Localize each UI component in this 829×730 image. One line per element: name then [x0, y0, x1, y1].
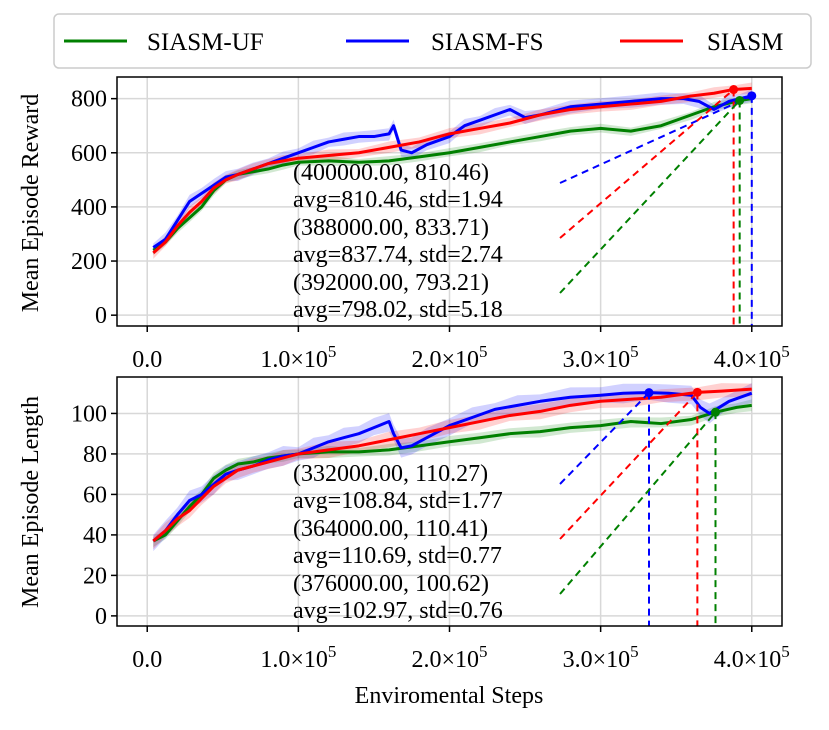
x-tick-label: 3.0×105 [563, 342, 639, 373]
reward-ylabel: Mean Episode Reward [18, 94, 44, 313]
legend: SIASM-UF SIASM-FS SIASM [53, 13, 812, 69]
annotation-siasm-stats-label: avg=110.69, std=0.77 [293, 543, 502, 569]
annotation-siasm-callout-line [559, 391, 699, 540]
y-tick-label: 100 [71, 401, 107, 427]
length-plot: (332000.00, 110.27)avg=108.84, std=1.77(… [71, 376, 790, 673]
annotation-siasm-point-label: (388000.00, 833.71) [293, 215, 489, 241]
x-tick-label: 1.0×105 [260, 342, 336, 373]
y-tick-label: 800 [71, 87, 107, 113]
legend-label-siasm-uf: SIASM-UF [147, 29, 264, 56]
annotation-siasm-callout-line [559, 88, 735, 239]
x-tick-label: 3.0×105 [563, 642, 639, 673]
line-siasm [152, 86, 752, 255]
annotation-siasm-fs-stats-label: avg=108.84, std=1.77 [293, 488, 503, 514]
annotation-siasm-uf-marker [735, 95, 745, 105]
legend-label-siasm-fs: SIASM-FS [431, 29, 544, 56]
annotation-siasm-uf-stats-label: avg=798.02, std=5.18 [293, 297, 503, 323]
line-siasm [152, 387, 752, 543]
x-tick-label: 0.0 [132, 647, 162, 673]
y-tick-label: 0 [95, 604, 107, 630]
annotation-siasm-uf-callout-line [559, 99, 741, 294]
y-tick-label: 80 [83, 442, 107, 468]
reward-plot: (400000.00, 810.46)avg=810.46, std=1.94(… [71, 76, 790, 373]
x-tick-label: 2.0×105 [411, 342, 487, 373]
y-tick-label: 0 [95, 303, 107, 329]
x-tick-label: 2.0×105 [411, 642, 487, 673]
x-axis-label: Enviromental Steps [355, 683, 544, 709]
annotation-siasm-fs-point-label: (400000.00, 810.46) [293, 160, 489, 186]
annotation-siasm-uf-callout-line [559, 411, 717, 595]
x-tick-label: 4.0×105 [714, 342, 790, 373]
legend-frame [53, 13, 812, 69]
legend-label-siasm: SIASM [707, 29, 783, 56]
y-tick-label: 600 [71, 141, 107, 167]
band-siasm [153, 383, 752, 550]
x-tick-label: 1.0×105 [260, 642, 336, 673]
annotation-siasm-uf-stats-label: avg=102.97, std=0.76 [293, 598, 503, 624]
y-tick-label: 400 [71, 195, 107, 221]
length-ylabel: Mean Episode Length [18, 396, 44, 608]
x-tick-label: 4.0×105 [714, 642, 790, 673]
annotation-siasm-fs-callout-line [559, 391, 650, 485]
y-tick-label: 200 [71, 249, 107, 275]
y-tick-label: 40 [83, 523, 107, 549]
annotation-siasm-stats-label: avg=837.74, std=2.74 [293, 242, 503, 268]
annotation-siasm-point-label: (364000.00, 110.41) [293, 516, 488, 542]
annotation-siasm-uf-point-label: (376000.00, 100.62) [293, 571, 489, 597]
annotation-siasm-uf-point-label: (392000.00, 793.21) [293, 270, 489, 296]
line-siasm-uf [152, 97, 753, 252]
band-siasm-fs [153, 89, 752, 255]
line-siasm-uf [152, 403, 752, 543]
x-tick-label: 0.0 [132, 347, 162, 373]
y-tick-label: 60 [83, 482, 107, 508]
annotation-siasm-uf-marker [711, 407, 720, 417]
annotation-siasm-fs-point-label: (332000.00, 110.27) [293, 461, 488, 487]
annotation-siasm-fs-stats-label: avg=810.46, std=1.94 [293, 187, 503, 213]
y-tick-label: 20 [83, 563, 107, 589]
line-siasm-fs [152, 94, 753, 249]
band-siasm-fs [153, 383, 752, 552]
